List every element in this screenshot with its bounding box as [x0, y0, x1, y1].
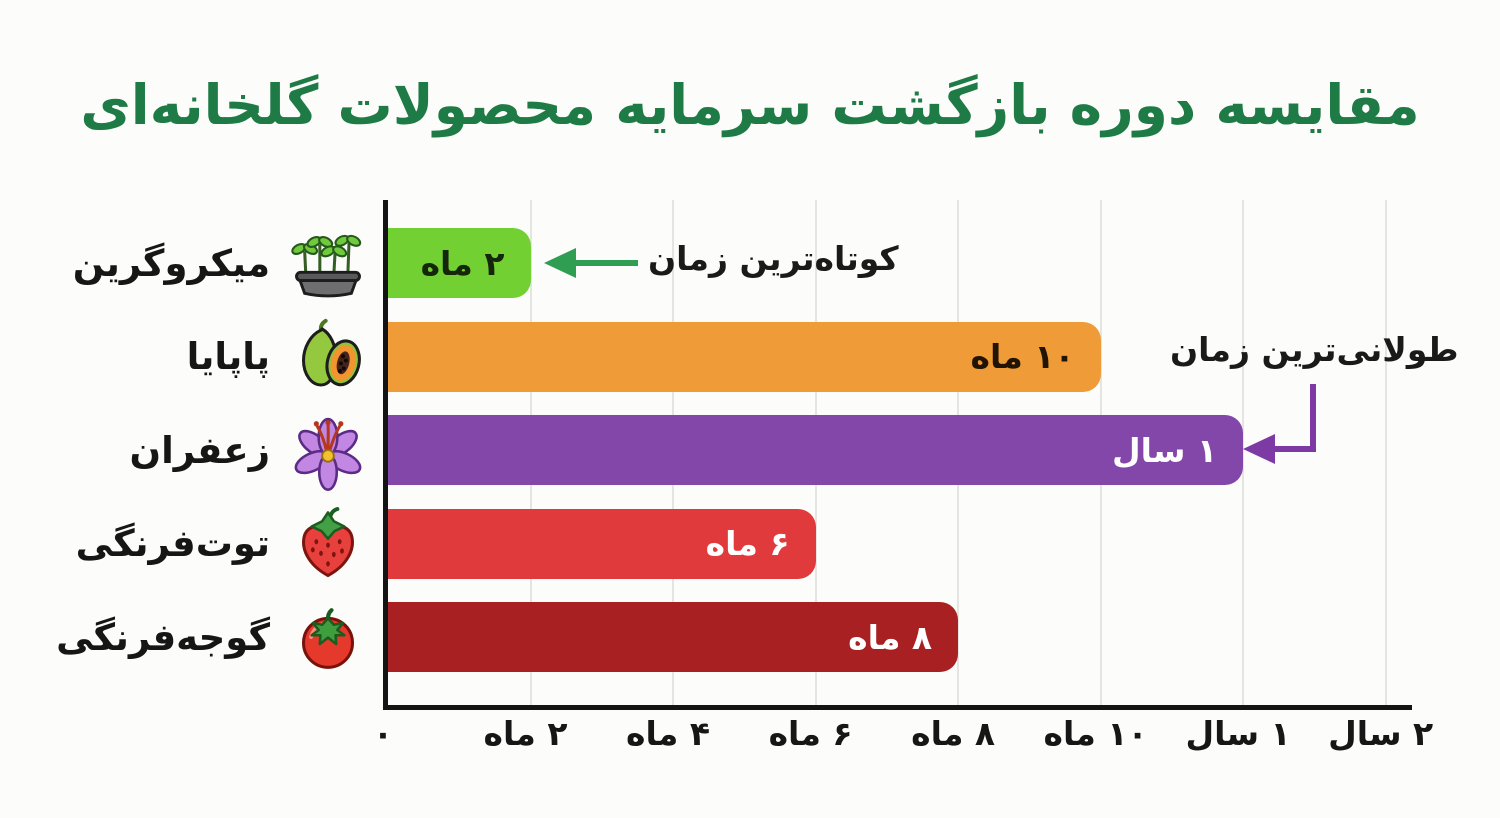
bar-value-label: ۲ ماه	[420, 243, 505, 283]
plot-area: ۲ ماه ۱۰ ماه ۱ سال ۶ ماه ۸ ماه	[383, 200, 1412, 710]
x-tick-label: ۶ ماه	[768, 714, 853, 753]
category-row: پاپایا	[187, 315, 370, 399]
saffron-flower-icon	[294, 417, 362, 491]
chart-bar: ۱۰ ماه	[388, 321, 1101, 392]
shortest-time-annotation: کوتاه‌ترین زمان	[648, 239, 899, 278]
x-tick-label: ۱۰ ماه	[1043, 714, 1148, 753]
bar-value-label: ۸ ماه	[848, 617, 933, 657]
category-label: گوجه‌فرنگی	[56, 615, 270, 659]
chart-bar: ۲ ماه	[388, 228, 531, 298]
category-labels-column: میکروگرین	[0, 0, 374, 818]
chart-bar: ۸ ماه	[388, 602, 959, 672]
longest-time-annotation: طولانی‌ترین زمان	[1170, 330, 1459, 369]
category-label: میکروگرین	[72, 241, 270, 285]
category-row: توت‌فرنگی	[76, 502, 370, 586]
strawberry-icon	[302, 506, 354, 577]
x-tick-label: ۸ ماه	[911, 714, 996, 753]
x-axis-ticks: ۰ ۲ ماه ۴ ماه ۶ ماه ۸ ماه ۱۰ ماه ۱ سال ۲ سال	[373, 714, 1433, 774]
bar-value-label: ۶ ماه	[705, 524, 790, 563]
x-tick-label: ۲ ماه	[483, 714, 568, 753]
x-tick-label: ۲ سال	[1328, 714, 1434, 753]
x-tick-label: ۱ سال	[1185, 714, 1291, 753]
category-label: پاپایا	[186, 335, 270, 378]
x-tick-label: ۰	[372, 714, 394, 753]
bar-value-label: ۱ سال	[1111, 430, 1218, 470]
category-row: میکروگرین	[73, 221, 370, 305]
category-label: زعفران	[129, 428, 270, 472]
category-label: توت‌فرنگی	[75, 522, 270, 565]
tomato-icon	[301, 608, 355, 669]
page-title: مقایسه دوره بازگشت سرمایه محصولات گلخانه…	[80, 72, 1420, 137]
category-row: گوجه‌فرنگی	[56, 595, 370, 679]
microgreen-tray-icon	[291, 234, 362, 298]
x-tick-label: ۴ ماه	[626, 714, 711, 753]
papaya-icon	[301, 318, 361, 387]
bar-value-label: ۱۰ ماه	[970, 337, 1075, 376]
category-row: زعفران	[130, 408, 370, 492]
gridline	[1384, 200, 1387, 705]
chart-bar: ۶ ماه	[388, 508, 816, 579]
chart-bar: ۱ سال	[388, 415, 1244, 485]
